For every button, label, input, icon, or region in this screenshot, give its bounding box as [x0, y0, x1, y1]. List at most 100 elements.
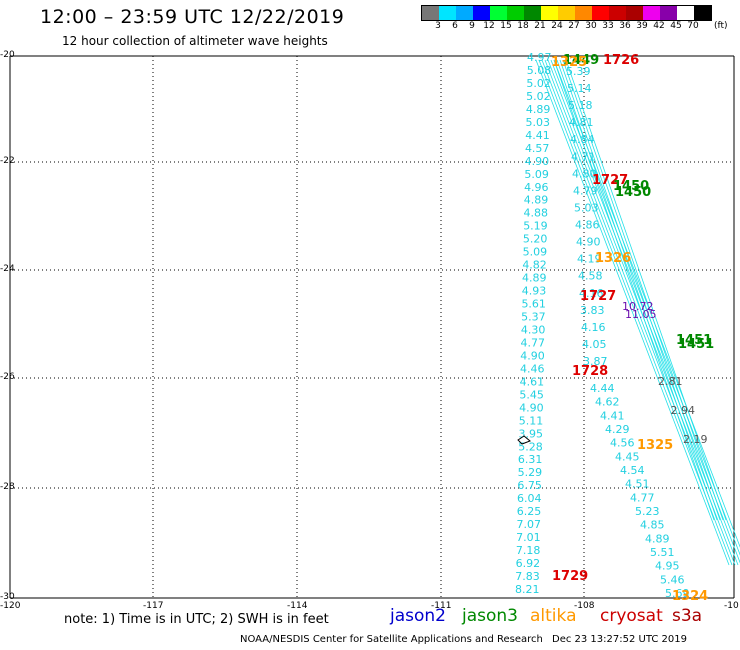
colorbar-tick-label: 45	[670, 21, 682, 31]
wave-value-track-a: 5.29	[518, 466, 543, 479]
legend-jason2: jason2	[390, 606, 446, 626]
wave-value-track-a: 5.20	[523, 233, 548, 246]
latitude-label: -28	[0, 482, 15, 492]
wave-value-track-purple: 10.72	[622, 300, 654, 313]
swath-jason	[559, 59, 721, 521]
swath-jason	[562, 59, 724, 521]
wave-value-track-b: 4.84	[570, 133, 595, 146]
generated-timestamp: Dec 23 13:27:52 UTC 2019	[552, 634, 687, 645]
wave-value-track-a: 4.90	[519, 401, 544, 414]
colorbar-tick-label: 18	[517, 21, 529, 31]
wave-value-track-a: 4.57	[525, 142, 550, 155]
wave-value-track-c: 4.29	[605, 423, 630, 436]
wave-value-track-a: 5.19	[523, 220, 548, 233]
colorbar-swatch	[660, 6, 677, 20]
wave-value-track-a: 4.96	[524, 181, 549, 194]
wave-value-track-b: 5.03	[574, 201, 599, 214]
colorbar-swatch	[507, 6, 524, 20]
wave-value-track-a: 4.82	[522, 259, 547, 272]
latitude-label: -30	[0, 592, 15, 602]
wave-value-track-a: 4.90	[520, 349, 545, 362]
wave-value-track-c: 4.85	[640, 519, 665, 532]
wave-value-track-a: 4.61	[520, 375, 545, 388]
wave-value-track-a: 8.21	[515, 583, 540, 596]
swath-jason	[553, 59, 715, 521]
wave-height-colorbar	[421, 5, 712, 21]
footer-note: note: 1) Time is in UTC; 2) SWH is in fe…	[64, 612, 329, 627]
legend-jason3: jason3	[462, 606, 518, 626]
colorbar-tick-label: 27	[568, 21, 580, 31]
longitude-label: -111	[431, 601, 452, 611]
wave-value-track-a: 4.93	[522, 285, 547, 298]
pass-time-label: 1728	[572, 364, 608, 379]
swath-jason	[565, 59, 727, 521]
lat-lon-grid	[9, 55, 735, 599]
colorbar-tick-label: 33	[602, 21, 614, 31]
wave-value-track-b: 4.58	[578, 270, 603, 283]
colorbar-swatch	[490, 6, 507, 20]
wave-value-track-a: 4.88	[523, 207, 548, 220]
wave-value-track-a: 7.01	[516, 531, 541, 544]
wave-value-track-c: 4.62	[595, 396, 620, 409]
pass-time-label: 1726	[603, 53, 639, 68]
wave-value-track-a: 4.77	[521, 336, 546, 349]
wave-value-track-b: 3.87	[583, 355, 608, 368]
colorbar-tick-label: 24	[551, 21, 563, 31]
pass-time-label: 1324	[672, 589, 708, 604]
wave-value-track-a: 7.07	[516, 518, 541, 531]
wave-value-track-c: 4.45	[615, 450, 640, 463]
colorbar-swatch	[677, 6, 694, 20]
colorbar-tick-label: 12	[483, 21, 495, 31]
wave-value-track-a: 5.45	[519, 388, 544, 401]
wave-value-track-grey: 2.19	[683, 433, 708, 446]
page-subtitle: 12 hour collection of altimeter wave hei…	[62, 34, 328, 48]
wave-value-track-b: 4.16	[581, 321, 606, 334]
longitude-label: -108	[574, 601, 595, 611]
wave-value-track-a: 7.83	[515, 570, 540, 583]
colorbar-swatch	[473, 6, 490, 20]
colorbar-tick-label: 42	[653, 21, 665, 31]
pass-time-label: 1451	[676, 333, 712, 348]
wave-value-track-b: 4.79	[573, 184, 598, 197]
wave-value-track-purple: 11.05	[625, 308, 657, 321]
wave-value-track-a: 6.75	[517, 479, 542, 492]
wave-value-track-c: 4.51	[625, 478, 650, 491]
wave-value-track-b: 4.86	[575, 219, 600, 232]
wave-value-track-b: 5.39	[566, 65, 591, 78]
wave-value-track-a: 3.95	[519, 427, 544, 440]
colorbar-swatch	[575, 6, 592, 20]
wave-value-track-a: 5.28	[518, 440, 543, 453]
legend-cryosat: cryosat	[600, 606, 663, 626]
wave-height-values: 4.975.085.025.024.895.034.414.574.905.09…	[515, 51, 708, 600]
wave-value-track-c: 4.41	[600, 409, 625, 422]
latitude-label: -24	[0, 264, 15, 274]
colorbar-swatch	[439, 6, 456, 20]
pass-time-label: 1325	[637, 438, 673, 453]
wave-value-track-a: 5.03	[526, 116, 551, 129]
colorbar-tick-label: 39	[636, 21, 648, 31]
colorbar-tick-label: 36	[619, 21, 631, 31]
wave-value-track-c: 4.77	[630, 491, 655, 504]
pass-time-label: 1451	[678, 337, 714, 352]
pass-time-label: 1727	[592, 173, 628, 188]
wave-value-track-b: 5.14	[567, 82, 592, 95]
colorbar-swatch	[422, 6, 439, 20]
colorbar-tick-label: 15	[500, 21, 512, 31]
wave-value-track-a: 6.25	[517, 505, 542, 518]
wave-value-track-a: 4.30	[521, 323, 546, 336]
swath-jason	[556, 59, 718, 521]
colorbar-swatch	[592, 6, 609, 20]
wave-value-track-c: 4.89	[645, 532, 670, 545]
colorbar-swatch	[456, 6, 473, 20]
pass-time-label: 1450	[613, 179, 649, 194]
swath-cryosat	[541, 59, 736, 566]
colorbar-tick-label: 6	[452, 21, 458, 31]
wave-value-track-b: 4.16	[579, 287, 604, 300]
wave-value-track-a: 4.89	[524, 194, 549, 207]
wave-value-track-c: 4.54	[620, 464, 645, 477]
longitude-label: -114	[287, 601, 308, 611]
wave-value-track-b: 4.05	[582, 338, 607, 351]
wave-value-track-a: 6.04	[517, 492, 542, 505]
wave-value-track-c: 4.95	[655, 560, 680, 573]
